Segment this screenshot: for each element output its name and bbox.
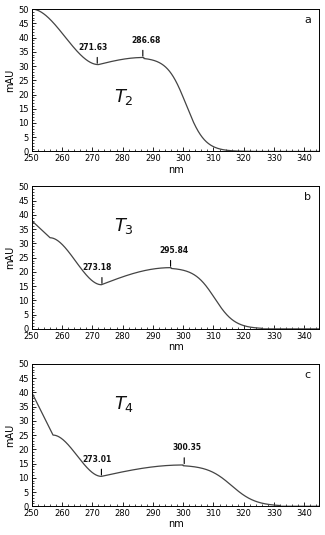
X-axis label: nm: nm xyxy=(168,519,184,530)
Text: 271.63: 271.63 xyxy=(78,43,107,52)
Y-axis label: mAU: mAU xyxy=(6,68,16,92)
Text: b: b xyxy=(304,192,311,202)
X-axis label: nm: nm xyxy=(168,165,184,174)
Text: c: c xyxy=(305,370,311,379)
Text: 300.35: 300.35 xyxy=(173,443,202,452)
Text: 273.01: 273.01 xyxy=(82,455,111,463)
X-axis label: nm: nm xyxy=(168,342,184,352)
Text: 273.18: 273.18 xyxy=(83,263,112,272)
Text: 286.68: 286.68 xyxy=(131,36,161,44)
Text: $T_3$: $T_3$ xyxy=(114,216,134,236)
Text: $T_4$: $T_4$ xyxy=(114,394,134,414)
Text: 295.84: 295.84 xyxy=(159,246,188,255)
Y-axis label: mAU: mAU xyxy=(6,246,16,269)
Y-axis label: mAU: mAU xyxy=(6,423,16,447)
Text: $T_2$: $T_2$ xyxy=(114,87,134,108)
Text: a: a xyxy=(304,15,311,25)
